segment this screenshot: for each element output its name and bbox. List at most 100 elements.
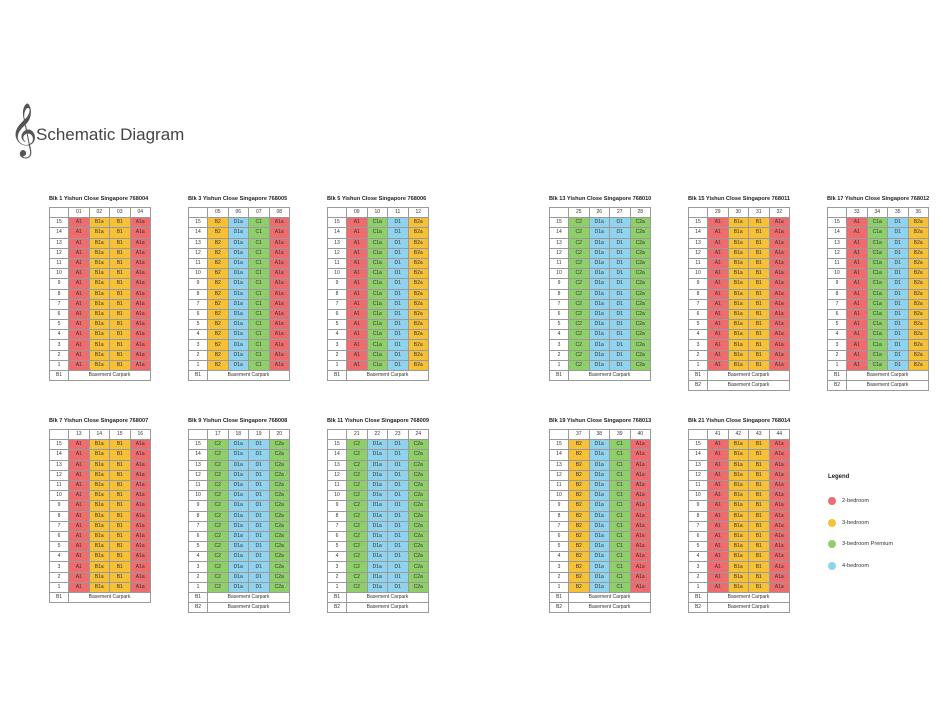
unit-type-cell: C2 xyxy=(346,561,368,573)
unit-type-cell: D1a xyxy=(227,479,249,492)
unit-type-cell: B2 xyxy=(568,571,590,583)
unit-number: 31 xyxy=(748,206,770,219)
floor-number: 13 xyxy=(827,237,847,249)
unit-type-cell: D1a xyxy=(588,500,610,512)
unit-type-cell: A1 xyxy=(346,268,368,280)
floor-number: 2 xyxy=(549,349,569,361)
unit-type-cell: C1 xyxy=(609,581,631,594)
basement-row: B2 Basement Carpark xyxy=(549,602,651,614)
floor-number: 15 xyxy=(688,217,708,229)
unit-type-cell: C2 xyxy=(568,247,590,259)
unit-type-cell: A1a xyxy=(768,469,790,481)
basement-row: B1 Basement Carpark xyxy=(188,591,290,604)
unit-type-cell: A1 xyxy=(846,339,868,351)
unit-type-cell: B1 xyxy=(748,479,770,492)
unit-type-cell: A1a xyxy=(768,278,790,290)
floor-row: 10 C2 D1a D1 C2a xyxy=(327,490,429,502)
basement-label: Basement Carpark xyxy=(707,602,790,614)
unit-type-cell: D1 xyxy=(609,268,631,280)
floor-number: 7 xyxy=(688,520,708,532)
floor-row: 11 C2 D1a D1 C2a xyxy=(549,257,651,270)
unit-type-cell: B1 xyxy=(109,520,131,532)
unit-type-cell: D1 xyxy=(387,520,409,532)
unit-type-cell: D1a xyxy=(588,571,610,583)
unit-type-cell: C2 xyxy=(346,551,368,563)
unit-type-cell: C2a xyxy=(629,329,651,341)
unit-type-cell: C2a xyxy=(629,247,651,259)
floor-number: 12 xyxy=(688,247,708,259)
floor-row: 9 C2 D1a D1 C2a xyxy=(188,500,290,512)
unit-type-cell: A1 xyxy=(707,571,729,583)
unit-type-cell: D1 xyxy=(887,217,909,229)
unit-type-cell: A1 xyxy=(707,349,729,361)
unit-type-cell: B1 xyxy=(748,359,770,372)
basement-level: B1 xyxy=(688,591,708,604)
floor-row: 3 C2 D1a D1 C2a xyxy=(327,561,429,573)
unit-type-cell: B1a xyxy=(727,561,749,573)
floor-number: 8 xyxy=(49,510,69,522)
floor-number: 12 xyxy=(188,469,208,481)
block-table-5: Blk 17 Yishun Close Singapore 768012 33 34… xyxy=(827,196,929,392)
unit-type-cell: B1 xyxy=(109,459,131,471)
unit-type-cell: B2 xyxy=(568,530,590,543)
floor-number: 13 xyxy=(188,459,208,471)
floor-row: 11 B2 D1a C1 A1a xyxy=(188,257,290,270)
unit-type-cell: B1 xyxy=(748,329,770,341)
unit-table: 29 30 31 32 15 A1 B1a B1 A1a 14 A1 B1a B1 A1a 13 A1 B1a B… xyxy=(688,206,790,392)
unit-number: 40 xyxy=(629,428,651,441)
unit-type-cell: C1a xyxy=(866,308,888,321)
floor-row: 13 A1 B1a B1 A1a xyxy=(49,237,151,249)
floor-row: 4 A1 B1a B1 A1a xyxy=(688,329,790,341)
unit-type-cell: A1 xyxy=(346,227,368,239)
unit-type-cell: A1 xyxy=(68,571,90,583)
floor-row: 15 A1 B1a B1 A1a xyxy=(49,217,151,229)
unit-type-cell: C2 xyxy=(207,500,229,512)
floor-row: 9 C2 D1a D1 C2a xyxy=(327,500,429,512)
floor-row: 3 B2 D1a C1 A1a xyxy=(549,561,651,573)
unit-type-cell: C2a xyxy=(629,217,651,229)
floor-number: 7 xyxy=(327,298,347,310)
unit-type-cell: B1a xyxy=(88,308,110,321)
unit-type-cell: C1a xyxy=(866,298,888,310)
floor-row: 4 B2 D1a C1 A1a xyxy=(549,551,651,563)
unit-type-cell: D1a xyxy=(366,551,388,563)
unit-type-cell: D1 xyxy=(609,298,631,310)
unit-type-cell: A1a xyxy=(129,520,151,532)
floor-row: 1 B2 D1a C1 A1a xyxy=(549,581,651,594)
unit-type-cell: D1 xyxy=(387,339,409,351)
floor-row: 14 A1 B1a B1 A1a xyxy=(688,449,790,461)
floor-row: 14 A1 B1a B1 A1a xyxy=(49,449,151,461)
unit-type-cell: A1 xyxy=(68,469,90,481)
floor-row: 1 A1 B1a B1 A1a xyxy=(49,581,151,594)
floor-row: 10 B2 D1a C1 A1a xyxy=(188,268,290,280)
unit-type-cell: D1a xyxy=(588,329,610,341)
unit-type-cell: C2a xyxy=(629,288,651,300)
unit-type-cell: A1 xyxy=(68,237,90,249)
unit-type-cell: A1 xyxy=(346,308,368,321)
unit-type-cell: D1a xyxy=(588,510,610,522)
unit-type-cell: B2 xyxy=(568,479,590,492)
unit-type-cell: A1 xyxy=(68,479,90,492)
unit-type-cell: C1 xyxy=(248,298,270,310)
basement-row: B2 Basement Carpark xyxy=(688,380,790,392)
floor-row: 9 A1 C1a D1 B2a xyxy=(327,278,429,290)
unit-type-cell: C1 xyxy=(609,449,631,461)
unit-number: 16 xyxy=(129,428,151,441)
floor-row: 13 A1 C1a D1 B2a xyxy=(827,237,929,249)
unit-type-cell: C2a xyxy=(268,551,290,563)
floor-row: 6 A1 C1a D1 B2a xyxy=(327,308,429,321)
floor-row: 12 C2 D1a D1 C2a xyxy=(188,469,290,481)
unit-type-cell: B1 xyxy=(109,571,131,583)
floor-row: 5 C2 D1a D1 C2a xyxy=(188,541,290,553)
unit-table: 33 34 35 36 15 A1 C1a D1 B2a 14 A1 C1a D1 B2a 13 A1 C1a D… xyxy=(827,206,929,392)
floor-row: 8 C2 D1a D1 C2a xyxy=(327,510,429,522)
unit-type-cell: D1 xyxy=(248,500,270,512)
unit-type-cell: A1a xyxy=(129,257,151,270)
unit-type-cell: A1 xyxy=(68,247,90,259)
unit-type-cell: B2a xyxy=(407,308,429,321)
unit-type-cell: C2a xyxy=(268,561,290,573)
floor-row: 7 A1 B1a B1 A1a xyxy=(688,520,790,532)
unit-type-cell: D1a xyxy=(588,530,610,543)
unit-type-cell: A1a xyxy=(129,339,151,351)
floor-row: 13 A1 B1a B1 A1a xyxy=(688,459,790,471)
